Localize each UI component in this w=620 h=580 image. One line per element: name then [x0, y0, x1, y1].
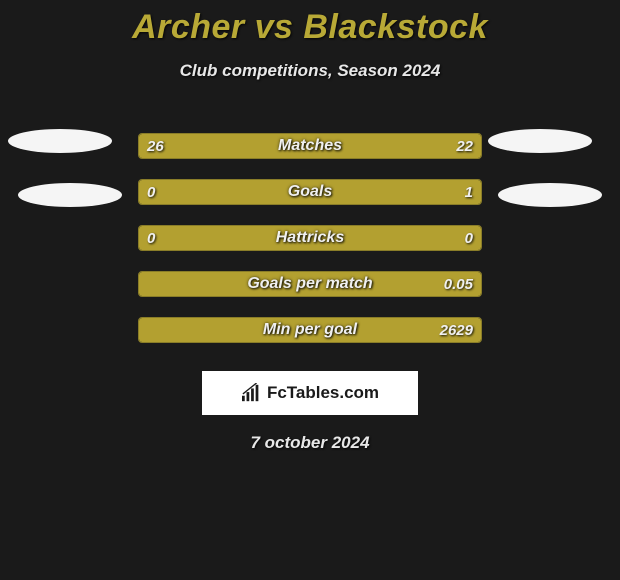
- stat-bar: Hattricks0 0: [138, 225, 482, 251]
- chart-icon: [241, 383, 263, 403]
- stat-row: Goals0 1: [0, 169, 620, 215]
- stat-label: Hattricks: [139, 226, 481, 250]
- stat-value-right: 0.05: [444, 272, 473, 296]
- stat-row: Min per goal2629: [0, 307, 620, 353]
- stat-value-right: 0: [465, 226, 473, 250]
- stat-value-right: 2629: [440, 318, 473, 342]
- stat-label: Min per goal: [139, 318, 481, 342]
- stat-label: Goals per match: [139, 272, 481, 296]
- subtitle: Club competitions, Season 2024: [0, 61, 620, 81]
- stat-row: Goals per match0.05: [0, 261, 620, 307]
- stat-label: Matches: [139, 134, 481, 158]
- page-title: Archer vs Blackstock: [0, 8, 620, 47]
- logo-text: FcTables.com: [267, 383, 379, 403]
- stat-value-right: 22: [456, 134, 473, 158]
- stat-bar: Min per goal2629: [138, 317, 482, 343]
- comparison-widget: Archer vs Blackstock Club competitions, …: [0, 0, 620, 453]
- stat-bar: Goals0 1: [138, 179, 482, 205]
- stat-value-left: 26: [147, 134, 164, 158]
- stat-value-left: 0: [147, 226, 155, 250]
- stat-row: Matches26 22: [0, 123, 620, 169]
- stat-value-right: 1: [465, 180, 473, 204]
- stat-bar: Goals per match0.05: [138, 271, 482, 297]
- stats-area: Matches2622Goals01Hattricks00Goals per m…: [0, 123, 620, 353]
- logo-panel: FcTables.com: [202, 371, 418, 415]
- stat-value-left: 0: [147, 180, 155, 204]
- stat-label: Goals: [139, 180, 481, 204]
- date-text: 7 october 2024: [0, 433, 620, 453]
- stat-row: Hattricks0 0: [0, 215, 620, 261]
- stat-bar: Matches26 22: [138, 133, 482, 159]
